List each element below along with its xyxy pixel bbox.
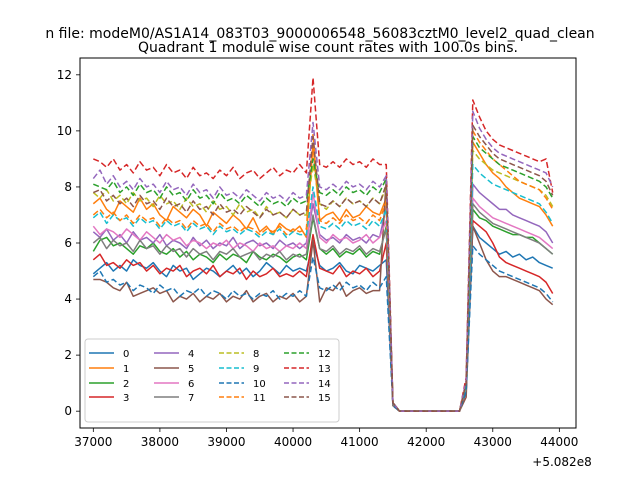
legend-label-10: 10 (253, 379, 266, 390)
legend-label-1: 1 (123, 364, 129, 375)
x-tick-label: 39000 (207, 435, 245, 449)
series-line-5 (93, 177, 554, 412)
series-line-10 (92, 245, 554, 412)
series-group (92, 76, 554, 412)
series-line-2 (92, 208, 554, 412)
y-tick-label: 2 (64, 348, 72, 362)
series-line-7 (92, 203, 554, 412)
y-tick-label: 10 (57, 124, 72, 138)
series-line-13 (93, 76, 554, 412)
legend-label-6: 6 (188, 379, 194, 390)
legend-label-0: 0 (123, 349, 129, 360)
legend-label-9: 9 (253, 364, 259, 375)
legend-label-3: 3 (123, 393, 129, 404)
y-axis: 0 2 4 6 8 10 12 (57, 68, 80, 418)
plot-area: 37000 38000 39000 40000 41000 42000 43000 44000… (57, 57, 592, 469)
legend-label-2: 2 (123, 379, 129, 390)
series-line-6 (92, 191, 554, 412)
x-offset-label: +5.082e8 (532, 455, 591, 469)
x-tick-label: 42000 (407, 435, 445, 449)
x-tick-label: 38000 (141, 435, 179, 449)
legend-label-8: 8 (253, 349, 259, 360)
x-tick-label: 41000 (341, 435, 379, 449)
legend-label-13: 13 (318, 364, 331, 375)
series-line-4 (92, 183, 554, 412)
x-tick-label: 37000 (74, 435, 112, 449)
y-tick-label: 8 (64, 180, 72, 194)
legend-label-15: 15 (318, 393, 331, 404)
y-tick-label: 12 (57, 68, 72, 82)
legend-frame (84, 338, 340, 423)
series-line-1 (92, 141, 554, 412)
legend-label-7: 7 (188, 393, 194, 404)
legend-label-4: 4 (188, 349, 194, 360)
y-tick-label: 0 (64, 404, 72, 418)
series-line-9 (92, 163, 554, 412)
y-tick-label: 4 (64, 292, 72, 306)
series-line-14 (92, 110, 554, 412)
figure-suptitle: n file: modeM0/AS1A14_083T03_9000006548_… (45, 26, 594, 42)
legend-label-5: 5 (188, 364, 194, 375)
x-tick-label: 40000 (274, 435, 312, 449)
series-line-11 (92, 130, 554, 412)
x-axis: 37000 38000 39000 40000 41000 42000 43000 44000 (74, 428, 578, 449)
legend-label-11: 11 (253, 393, 266, 404)
x-tick-label: 43000 (474, 435, 512, 449)
series-line-12 (93, 135, 554, 412)
chart-title: Quadrant 1 module wise count rates with … (138, 40, 518, 56)
y-tick-label: 6 (64, 236, 72, 250)
x-tick-label: 44000 (540, 435, 578, 449)
series-line-15 (93, 124, 554, 412)
series-line-0 (92, 225, 553, 412)
legend-label-12: 12 (318, 349, 331, 360)
legend-label-14: 14 (318, 379, 331, 390)
series-line-3 (92, 219, 554, 412)
